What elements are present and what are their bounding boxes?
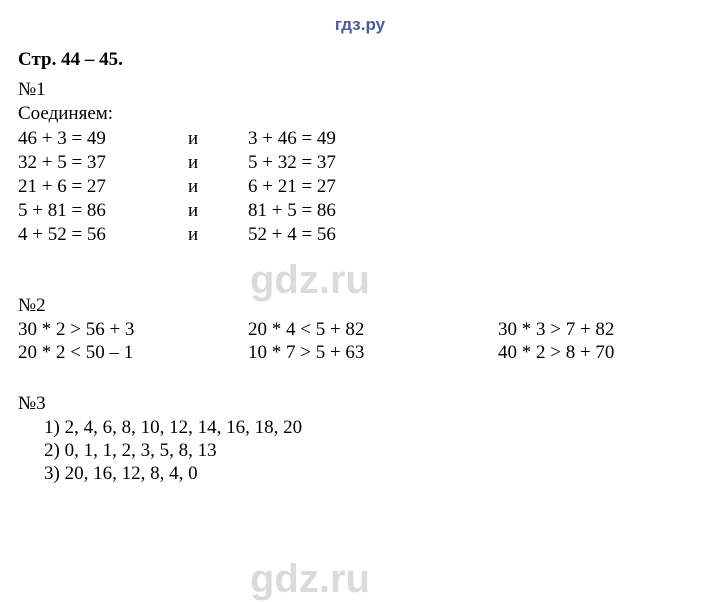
conjunction: и <box>188 127 248 151</box>
ineq-row: 20 * 2 < 50 – 1 10 * 7 > 5 + 63 40 * 2 >… <box>18 342 702 364</box>
conjunction: и <box>188 199 248 223</box>
table-row: 46 + 3 = 49 и 3 + 46 = 49 <box>18 127 448 151</box>
eq-right: 81 + 5 = 86 <box>248 199 448 223</box>
eq-right: 52 + 4 = 56 <box>248 223 448 247</box>
list-item: 2) 0, 1, 1, 2, 3, 5, 8, 13 <box>18 440 702 462</box>
eq-left: 46 + 3 = 49 <box>18 127 188 151</box>
list-item: 1) 2, 4, 6, 8, 10, 12, 14, 16, 18, 20 <box>18 417 702 439</box>
sequence-list: 1) 2, 4, 6, 8, 10, 12, 14, 16, 18, 20 2)… <box>18 417 702 485</box>
eq-left: 21 + 6 = 27 <box>18 175 188 199</box>
section-1-label: Соединяем: <box>18 103 702 125</box>
eq-left: 4 + 52 = 56 <box>18 223 188 247</box>
ineq-cell: 40 * 2 > 8 + 70 <box>498 342 698 364</box>
section-1-number: №1 <box>18 79 702 101</box>
conjunction: и <box>188 175 248 199</box>
ineq-cell: 20 * 4 < 5 + 82 <box>248 319 498 341</box>
eq-right: 3 + 46 = 49 <box>248 127 448 151</box>
ineq-cell: 20 * 2 < 50 – 1 <box>18 342 248 364</box>
page-title: Стр. 44 – 45. <box>18 49 702 71</box>
eq-left: 32 + 5 = 37 <box>18 151 188 175</box>
table-row: 21 + 6 = 27 и 6 + 21 = 27 <box>18 175 448 199</box>
watermark: gdz.ru <box>250 557 370 602</box>
ineq-row: 30 * 2 > 56 + 3 20 * 4 < 5 + 82 30 * 3 >… <box>18 319 702 341</box>
ineq-cell: 30 * 2 > 56 + 3 <box>18 319 248 341</box>
table-row: 5 + 81 = 86 и 81 + 5 = 86 <box>18 199 448 223</box>
table-row: 32 + 5 = 37 и 5 + 32 = 37 <box>18 151 448 175</box>
equation-pairs-table: 46 + 3 = 49 и 3 + 46 = 49 32 + 5 = 37 и … <box>18 127 448 247</box>
ineq-cell: 30 * 3 > 7 + 82 <box>498 319 698 341</box>
section-3-number: №3 <box>18 393 702 415</box>
section-2-number: №2 <box>18 295 702 317</box>
inequality-grid: 30 * 2 > 56 + 3 20 * 4 < 5 + 82 30 * 3 >… <box>18 319 702 364</box>
site-logo-top: гдз.ру <box>18 15 702 35</box>
eq-right: 5 + 32 = 37 <box>248 151 448 175</box>
eq-left: 5 + 81 = 86 <box>18 199 188 223</box>
ineq-cell: 10 * 7 > 5 + 63 <box>248 342 498 364</box>
conjunction: и <box>188 151 248 175</box>
conjunction: и <box>188 223 248 247</box>
eq-right: 6 + 21 = 27 <box>248 175 448 199</box>
list-item: 3) 20, 16, 12, 8, 4, 0 <box>18 463 702 485</box>
table-row: 4 + 52 = 56 и 52 + 4 = 56 <box>18 223 448 247</box>
